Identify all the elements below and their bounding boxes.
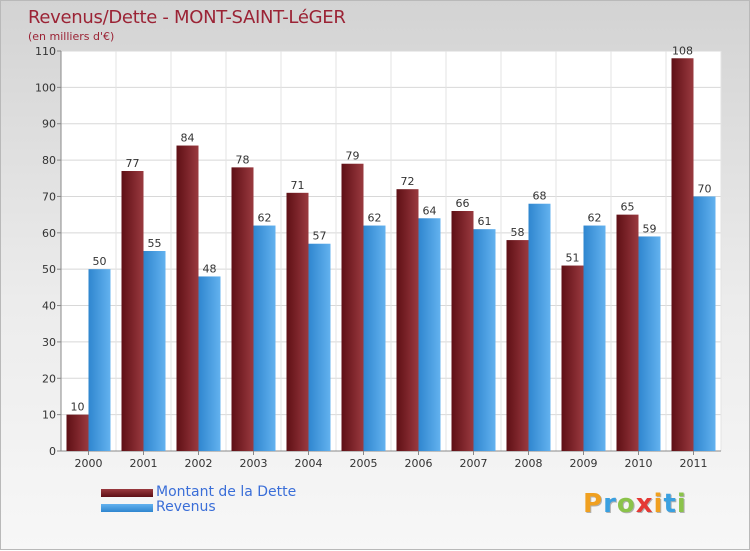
y-tick-label: 0 bbox=[49, 445, 56, 458]
y-tick-label: 10 bbox=[42, 409, 56, 422]
bar-debt bbox=[286, 192, 309, 451]
data-label-debt: 66 bbox=[456, 197, 470, 210]
data-label-revenue: 64 bbox=[423, 204, 437, 217]
y-tick-label: 100 bbox=[35, 81, 56, 94]
bar-revenue bbox=[473, 229, 496, 451]
x-tick-label: 2009 bbox=[570, 457, 598, 470]
bar-debt bbox=[341, 163, 364, 451]
data-label-debt: 77 bbox=[126, 157, 140, 170]
logo-letter: x bbox=[635, 489, 654, 519]
y-tick-label: 60 bbox=[42, 227, 56, 240]
data-label-debt: 78 bbox=[236, 153, 250, 166]
x-tick-label: 2003 bbox=[240, 457, 268, 470]
data-label-debt: 10 bbox=[71, 401, 85, 414]
data-label-revenue: 70 bbox=[698, 182, 712, 195]
y-tick-label: 40 bbox=[42, 300, 56, 313]
x-tick-label: 2005 bbox=[350, 457, 378, 470]
bar-debt bbox=[176, 145, 199, 451]
bar-revenue bbox=[253, 225, 276, 451]
chart-subtitle: (en milliers d'€) bbox=[28, 30, 115, 43]
logo-letter: r bbox=[603, 489, 617, 519]
bar-debt bbox=[396, 189, 419, 451]
y-tick-label: 20 bbox=[42, 372, 56, 385]
x-tick-label: 2008 bbox=[515, 457, 543, 470]
data-label-debt: 58 bbox=[511, 226, 525, 239]
bar-debt bbox=[616, 214, 639, 451]
bar-revenue bbox=[143, 251, 166, 451]
x-tick-label: 2007 bbox=[460, 457, 488, 470]
y-tick-label: 50 bbox=[42, 263, 56, 276]
data-label-debt: 71 bbox=[291, 179, 305, 192]
bar-debt bbox=[671, 58, 694, 451]
bar-debt bbox=[66, 414, 89, 451]
bar-debt bbox=[506, 240, 529, 451]
data-label-debt: 79 bbox=[346, 150, 360, 163]
proxiti-logo: Proxiti bbox=[583, 489, 687, 519]
bar-revenue bbox=[363, 225, 386, 451]
bar-debt bbox=[231, 167, 254, 451]
x-tick-label: 2002 bbox=[185, 457, 213, 470]
bar-debt bbox=[451, 211, 474, 451]
legend-swatch-revenue bbox=[101, 504, 153, 512]
bar-revenue bbox=[308, 243, 331, 451]
bar-revenue bbox=[583, 225, 606, 451]
x-tick-label: 2004 bbox=[295, 457, 323, 470]
data-label-revenue: 61 bbox=[478, 215, 492, 228]
logo-letter: o bbox=[616, 489, 636, 519]
data-label-debt: 65 bbox=[621, 201, 635, 214]
bar-revenue bbox=[418, 218, 441, 451]
x-tick-label: 2010 bbox=[625, 457, 653, 470]
data-label-debt: 51 bbox=[566, 252, 580, 265]
legend-label-revenue: Revenus bbox=[156, 499, 216, 515]
y-tick-label: 90 bbox=[42, 118, 56, 131]
logo-letter: P bbox=[583, 489, 604, 519]
data-label-revenue: 68 bbox=[533, 190, 547, 203]
y-tick-label: 80 bbox=[42, 154, 56, 167]
bar-revenue bbox=[638, 236, 661, 451]
data-label-revenue: 48 bbox=[203, 262, 217, 275]
data-label-revenue: 62 bbox=[368, 212, 382, 225]
bar-revenue bbox=[198, 276, 221, 451]
data-label-debt: 84 bbox=[181, 132, 195, 145]
chart-title: Revenus/Dette - MONT-SAINT-LéGER bbox=[28, 7, 346, 28]
logo-letter: i bbox=[676, 489, 687, 519]
data-label-revenue: 62 bbox=[258, 212, 272, 225]
x-tick-label: 2001 bbox=[130, 457, 158, 470]
y-tick-label: 110 bbox=[35, 45, 56, 58]
data-label-revenue: 57 bbox=[313, 230, 327, 243]
x-tick-label: 2006 bbox=[405, 457, 433, 470]
bar-revenue bbox=[528, 203, 551, 451]
legend-swatch-debt bbox=[101, 489, 153, 497]
legend-label-debt: Montant de la Dette bbox=[156, 484, 297, 500]
data-label-revenue: 62 bbox=[588, 212, 602, 225]
x-tick-label: 2000 bbox=[75, 457, 103, 470]
bar-debt bbox=[561, 265, 584, 451]
data-label-revenue: 59 bbox=[643, 222, 657, 235]
data-label-debt: 108 bbox=[672, 44, 693, 57]
x-tick-label: 2011 bbox=[680, 457, 708, 470]
data-label-debt: 72 bbox=[401, 175, 415, 188]
y-tick-label: 30 bbox=[42, 336, 56, 349]
data-label-revenue: 50 bbox=[93, 255, 107, 268]
logo-letter: i bbox=[653, 489, 664, 519]
bar-revenue bbox=[88, 269, 111, 451]
logo-letter: t bbox=[663, 489, 677, 519]
data-label-revenue: 55 bbox=[148, 237, 162, 250]
y-tick-label: 70 bbox=[42, 190, 56, 203]
bar-debt bbox=[121, 171, 144, 451]
bar-revenue bbox=[693, 196, 716, 451]
